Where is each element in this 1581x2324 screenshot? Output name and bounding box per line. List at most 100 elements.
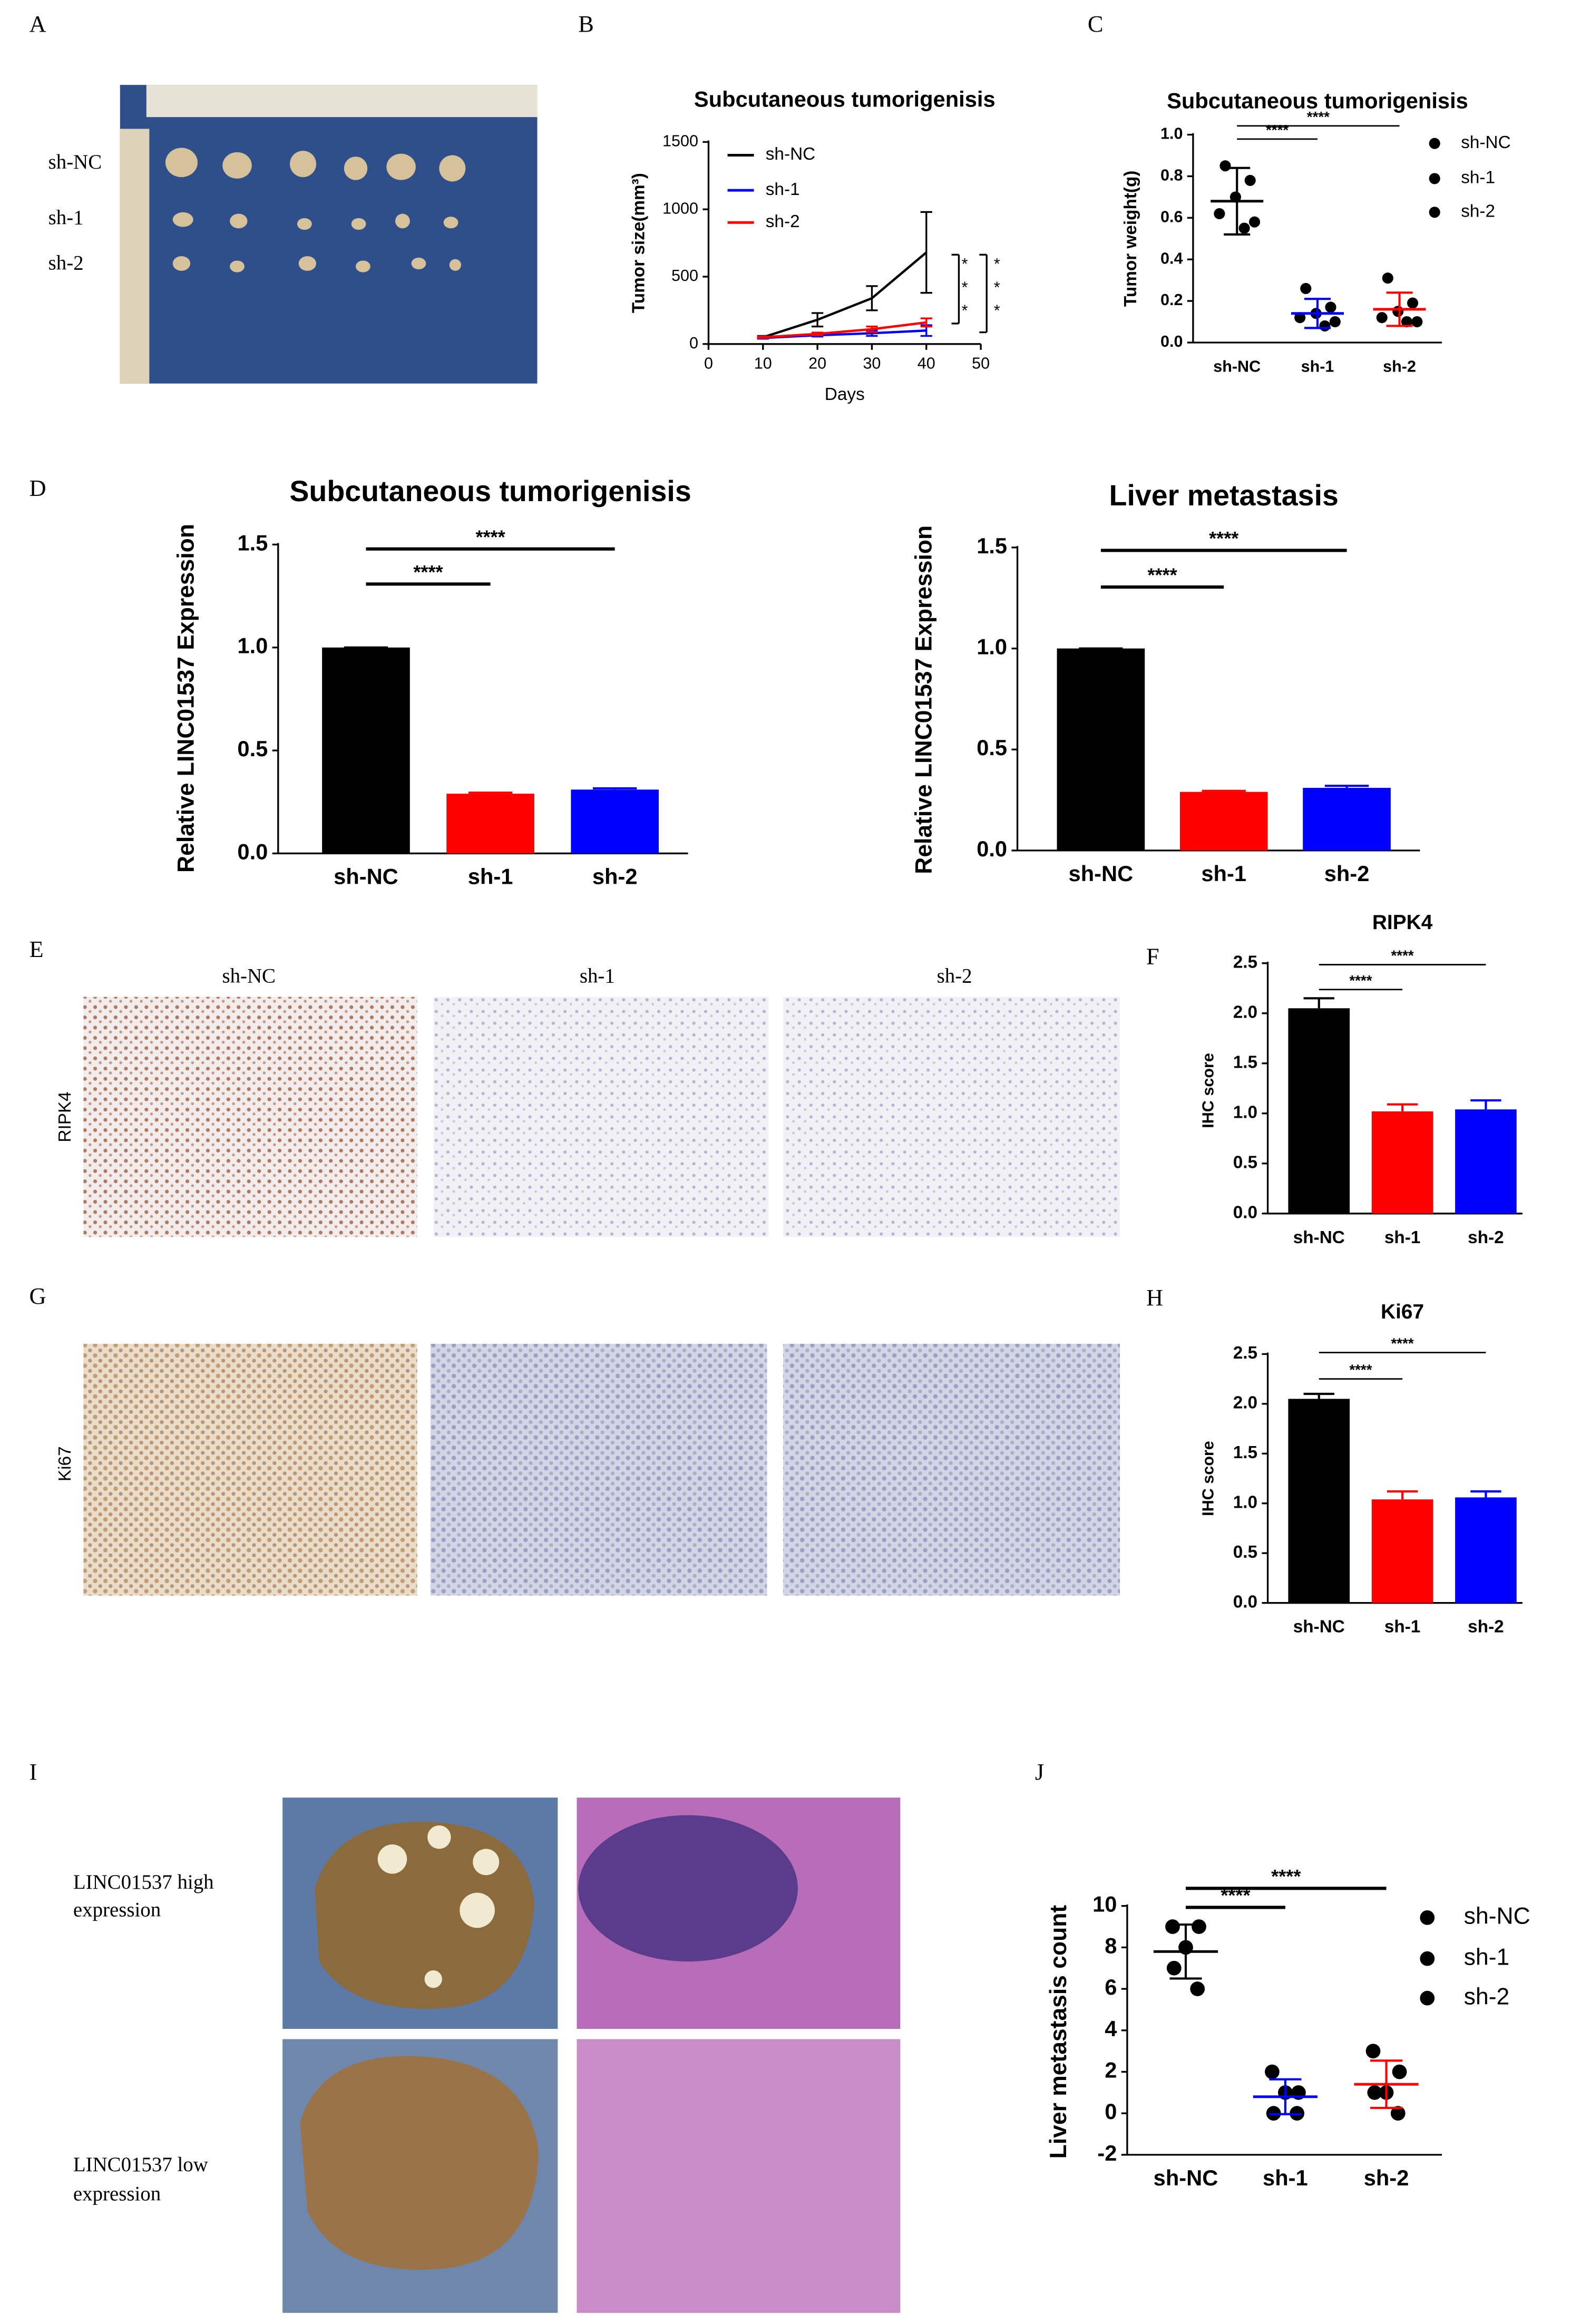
y-tick-label: 1000	[662, 199, 698, 217]
point	[1229, 191, 1241, 203]
point	[1325, 301, 1336, 313]
point	[1376, 312, 1388, 324]
y-axis-label: IHC score	[1199, 1053, 1217, 1128]
y-tick-label: 1.5	[977, 533, 1007, 558]
x-tick-label: sh-2	[1468, 1228, 1504, 1247]
point	[1238, 222, 1250, 234]
photo-label: Ki67	[55, 1446, 75, 1481]
line	[763, 321, 927, 339]
annotation: *	[994, 302, 1000, 320]
legend-label: sh-1	[1464, 1944, 1509, 1970]
annotation: ****	[1307, 109, 1330, 125]
y-tick-label: 1.5	[1233, 1053, 1257, 1072]
point	[1392, 2064, 1407, 2079]
chart-title: Subcutaneous tumorigenisis	[694, 87, 996, 112]
ihc-photos	[83, 997, 1120, 1596]
panel-letter: A	[30, 11, 46, 37]
liver-photos	[282, 1798, 901, 2313]
legend-swatch	[1429, 173, 1440, 184]
panel-letter: F	[1146, 943, 1159, 970]
y-tick-label: 0	[689, 334, 698, 352]
chart-title: Liver metastasis	[1109, 479, 1339, 512]
point	[1190, 1981, 1205, 1996]
y-tick-label: -2	[1097, 2141, 1117, 2165]
y-tick-label: 0.8	[1160, 167, 1183, 184]
point	[1382, 272, 1393, 284]
point	[1392, 306, 1404, 317]
chart-title: Ki67	[1381, 1301, 1424, 1323]
y-tick-label: 8	[1105, 1933, 1117, 1958]
annotation: ****	[1147, 564, 1177, 586]
x-tick-label: sh-1	[1201, 861, 1246, 886]
x-tick-label: sh-NC	[1213, 357, 1261, 375]
annotation: ****	[1391, 948, 1413, 964]
y-tick-label: 1.0	[1233, 1103, 1257, 1122]
point	[1214, 208, 1225, 220]
legend-swatch	[1429, 207, 1440, 218]
point	[1319, 320, 1331, 332]
legend-label: sh-NC	[1461, 133, 1510, 152]
photo-label: LINC01537 high	[73, 1871, 214, 1893]
x-tick-label: sh-NC	[1154, 2165, 1218, 2190]
bar	[1288, 1399, 1350, 1603]
legend-swatch	[1420, 1951, 1435, 1966]
y-tick-label: 0.5	[977, 735, 1007, 760]
legend-label: sh-2	[1461, 202, 1495, 221]
x-tick-label: sh-1	[1384, 1228, 1421, 1247]
y-tick-label: 2.0	[1233, 1393, 1257, 1413]
y-axis-label: Relative LINC01537 Expression	[173, 524, 199, 873]
photo-label: LINC01537 low	[73, 2153, 208, 2176]
point	[1219, 160, 1231, 172]
photo-label: sh-1	[580, 964, 615, 987]
x-tick-label: sh-NC	[1293, 1617, 1345, 1637]
x-tick-label: sh-2	[1383, 357, 1416, 375]
y-tick-label: 0.5	[237, 736, 268, 761]
y-tick-label: 0.4	[1160, 249, 1183, 267]
annotation: ****	[1209, 528, 1239, 549]
y-tick-label: 1.0	[1233, 1493, 1257, 1512]
x-tick-label: sh-2	[1324, 861, 1370, 886]
annotation: ****	[1349, 972, 1372, 989]
annotation: *	[962, 255, 968, 273]
point	[1294, 312, 1306, 324]
y-tick-label: 2.5	[1233, 1343, 1257, 1363]
y-tick-label: 0.0	[1233, 1203, 1257, 1223]
y-tick-label: 1.0	[1160, 125, 1183, 143]
legend-label: sh-NC	[1464, 1903, 1530, 1929]
y-tick-label: 1.5	[237, 530, 268, 555]
point	[1365, 2044, 1381, 2059]
panel-letter: I	[30, 1759, 37, 1785]
bar	[571, 789, 659, 854]
photo-label: expression	[73, 1899, 161, 1921]
y-axis-label: Relative LINC01537 Expression	[911, 525, 936, 874]
annotation: ****	[413, 561, 443, 583]
y-tick-label: 0.5	[1233, 1153, 1257, 1173]
bar	[322, 647, 410, 854]
point	[1300, 282, 1312, 295]
panel-letter: H	[1146, 1284, 1163, 1311]
bar	[446, 794, 534, 854]
photo-label: sh-NC	[222, 964, 276, 987]
photo-label: RIPK4	[55, 1091, 75, 1142]
x-tick-label: sh-2	[1468, 1617, 1504, 1637]
y-tick-label: 6	[1105, 1975, 1117, 1999]
x-tick-label: 50	[972, 355, 990, 373]
annotation: ****	[1266, 122, 1289, 138]
bar	[1371, 1111, 1433, 1214]
bar	[1303, 788, 1391, 851]
legend-label: sh-1	[766, 180, 800, 199]
annotation: *	[962, 302, 968, 320]
annotation: ****	[1349, 1362, 1372, 1378]
y-tick-label: 1.0	[237, 633, 268, 658]
legend-label: sh-NC	[766, 144, 815, 164]
x-axis-label: Days	[825, 385, 865, 404]
x-tick-label: sh-NC	[1069, 861, 1134, 886]
point	[1411, 316, 1423, 328]
x-tick-label: sh-NC	[1293, 1228, 1345, 1247]
x-tick-label: sh-1	[1384, 1617, 1421, 1637]
annotation: *	[994, 255, 1000, 273]
y-tick-label: 2	[1105, 2057, 1117, 2082]
y-tick-label: 2.5	[1233, 953, 1257, 972]
